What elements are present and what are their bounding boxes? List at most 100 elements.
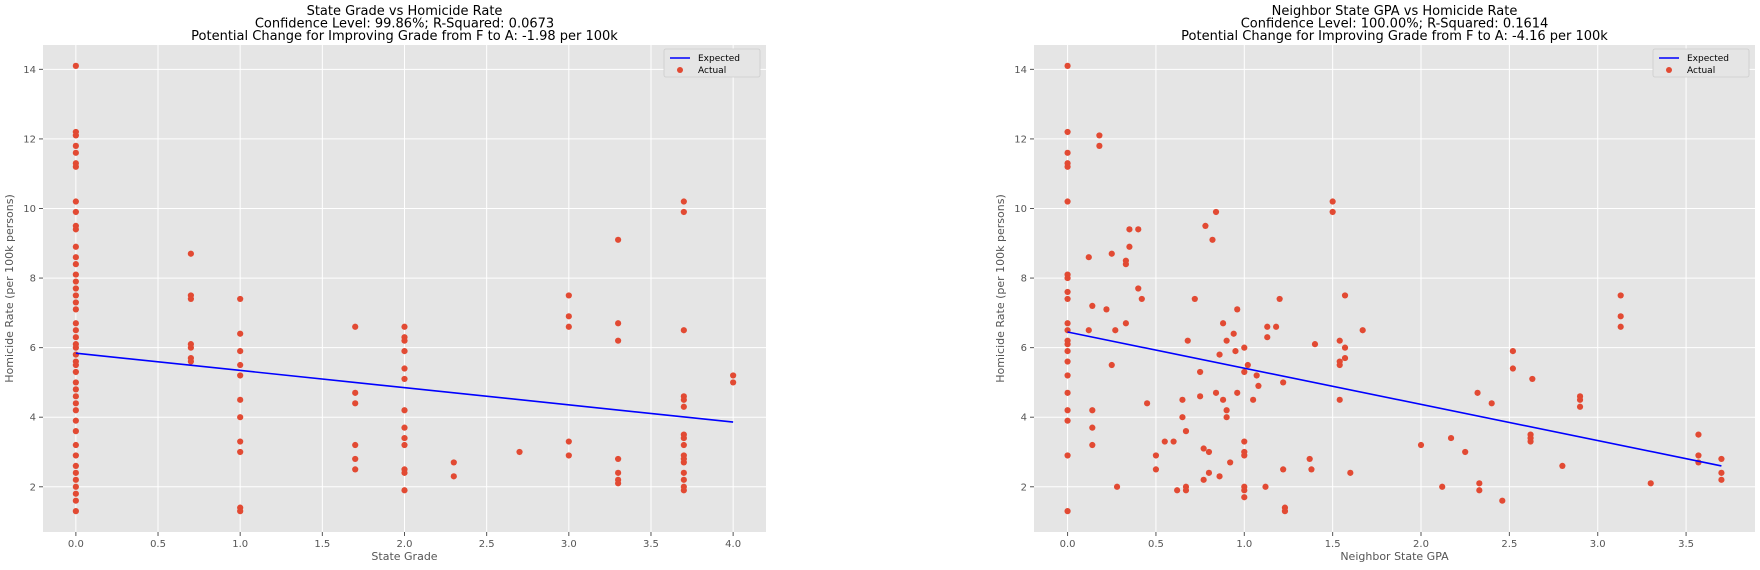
data-point <box>401 487 408 494</box>
data-point <box>1064 348 1071 355</box>
data-point <box>1161 438 1168 445</box>
data-point <box>1089 424 1096 431</box>
data-point <box>1311 341 1319 348</box>
data-point <box>237 396 244 403</box>
data-point <box>401 348 408 355</box>
data-point <box>1064 389 1071 396</box>
data-point <box>1264 334 1271 341</box>
x-tick-label: 2.5 <box>1501 539 1517 550</box>
data-point <box>680 208 687 216</box>
data-point <box>1250 396 1257 403</box>
data-point <box>1718 455 1725 463</box>
data-point <box>1138 295 1145 303</box>
data-point <box>1064 295 1071 303</box>
data-point <box>1223 407 1230 414</box>
data-point <box>680 459 687 466</box>
data-point <box>72 490 79 497</box>
data-point <box>1209 236 1216 243</box>
data-point <box>401 407 408 414</box>
legend-swatch-point <box>677 67 683 73</box>
x-tick-label: 4.0 <box>725 539 741 550</box>
data-point <box>1341 292 1349 299</box>
data-point <box>72 386 79 393</box>
data-point <box>1509 348 1516 355</box>
data-point <box>1223 414 1230 421</box>
plot-area <box>1034 45 1755 532</box>
data-point <box>1253 372 1260 379</box>
chart-title-line: State Grade vs Homicide Rate <box>307 4 503 19</box>
data-point <box>565 323 572 330</box>
data-point <box>680 487 687 494</box>
data-point <box>1241 487 1248 494</box>
data-point <box>615 320 622 327</box>
data-point <box>352 441 359 449</box>
data-point <box>1499 497 1506 504</box>
data-point <box>565 292 572 299</box>
data-point <box>72 393 79 400</box>
data-point <box>1064 128 1071 136</box>
data-point <box>1096 132 1103 139</box>
data-point <box>1509 365 1516 372</box>
data-point <box>450 473 457 480</box>
data-point <box>237 414 244 421</box>
data-point <box>615 337 622 344</box>
data-point <box>1152 466 1160 473</box>
data-point <box>1064 62 1071 69</box>
data-point <box>1718 476 1725 483</box>
data-point <box>680 396 687 403</box>
series-line-expected <box>75 352 734 423</box>
data-point <box>237 448 244 456</box>
data-point <box>1064 341 1071 348</box>
data-point <box>72 226 79 233</box>
x-tick-label: 3.5 <box>1678 539 1694 550</box>
legend: Expected Actual <box>663 48 761 78</box>
data-point <box>1447 434 1455 442</box>
y-tick-label: 14 <box>23 65 36 76</box>
data-point <box>1064 508 1071 515</box>
data-point <box>615 455 622 463</box>
y-tick-label: 14 <box>1014 65 1027 76</box>
x-axis-label: Neighbor State GPA <box>1340 550 1449 563</box>
data-point <box>237 361 244 369</box>
data-point <box>237 295 244 303</box>
data-point <box>72 417 79 424</box>
data-point <box>1476 480 1483 487</box>
data-point <box>352 389 359 396</box>
data-point <box>1280 466 1287 473</box>
data-point <box>72 379 79 386</box>
data-point <box>1205 469 1213 476</box>
y-tick-label: 6 <box>30 343 36 354</box>
data-point <box>72 368 79 376</box>
data-point <box>401 434 408 442</box>
data-point <box>1462 448 1469 456</box>
x-tick-label: 3.5 <box>643 539 659 550</box>
data-point <box>1576 396 1584 403</box>
data-point <box>1135 226 1142 233</box>
data-point <box>1241 494 1248 501</box>
data-point <box>1341 354 1349 362</box>
data-point <box>1112 327 1119 334</box>
data-point <box>72 299 79 306</box>
data-point <box>516 448 523 456</box>
y-tick-label: 8 <box>30 274 36 285</box>
legend-box <box>1652 48 1750 78</box>
data-point <box>72 407 79 414</box>
data-point <box>1202 222 1209 229</box>
data-point <box>1174 487 1181 494</box>
chart-title-line: Neighbor State GPA vs Homicide Rate <box>1272 4 1518 19</box>
data-point <box>1281 508 1289 515</box>
data-point <box>72 198 79 205</box>
x-tick-label: 1.5 <box>314 539 330 550</box>
data-point <box>237 508 244 515</box>
x-tick-label: 2.0 <box>1413 539 1429 550</box>
data-point <box>1064 452 1071 459</box>
data-point <box>72 243 79 250</box>
data-point <box>1230 330 1237 337</box>
data-point <box>1234 389 1241 396</box>
data-point <box>1113 483 1121 490</box>
data-point <box>401 337 408 344</box>
data-point <box>1280 379 1287 386</box>
data-point <box>1197 393 1204 400</box>
data-point <box>1329 198 1336 205</box>
series-line-expected <box>1067 331 1722 467</box>
